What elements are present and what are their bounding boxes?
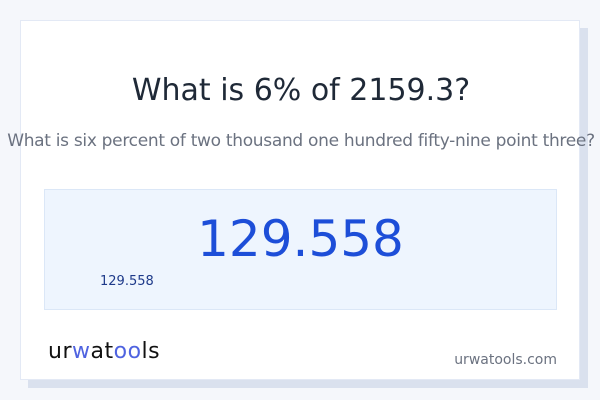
urwatools-logo: urwatools — [48, 339, 161, 364]
footer-domain: urwatools.com — [454, 352, 557, 368]
result-card: What is 6% of 2159.3? What is six percen… — [7, 20, 595, 380]
result-small-value: 129.558 — [100, 274, 154, 289]
result-box: 129.558 129.558 — [44, 189, 557, 310]
result-value: 129.558 — [197, 210, 404, 268]
page-subtitle: What is six percent of two thousand one … — [7, 131, 595, 151]
page-title: What is 6% of 2159.3? — [131, 73, 471, 108]
